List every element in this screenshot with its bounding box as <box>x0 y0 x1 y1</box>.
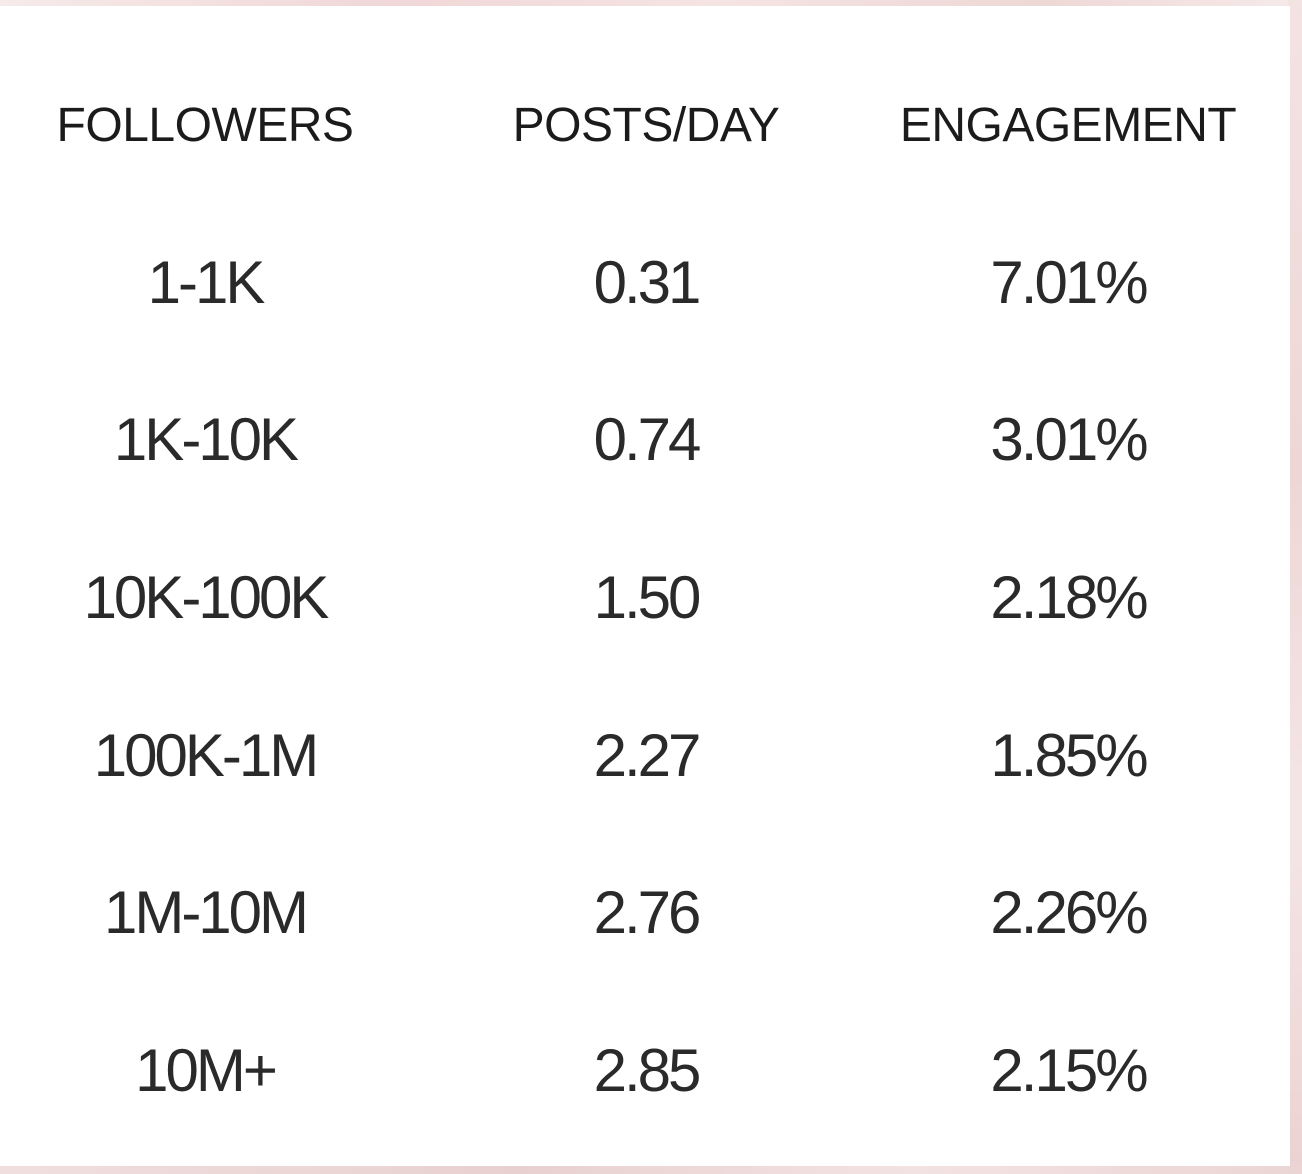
background-right-edge <box>1288 0 1302 1174</box>
cell-posts-per-day: 2.85 <box>593 1037 702 1104</box>
cell-engagement: 7.01% <box>990 249 1148 316</box>
cell-followers: 100K-1M <box>93 722 319 789</box>
cell-engagement: 1.85% <box>990 722 1148 789</box>
table-card: FOLLOWERS POSTS/DAY ENGAGEMENT 1-1K 0.31… <box>0 6 1290 1166</box>
cell-followers: 1M-10M <box>103 879 309 946</box>
cell-engagement: 2.18% <box>990 564 1148 631</box>
cell-posts-per-day: 2.27 <box>593 722 702 789</box>
cell-posts-per-day: 0.31 <box>593 249 702 316</box>
background-bottom-edge <box>0 1166 1302 1174</box>
cell-followers: 10M+ <box>135 1037 278 1104</box>
column-header-posts-per-day: POSTS/DAY <box>512 99 780 152</box>
cell-followers: 10K-100K <box>83 564 330 631</box>
cell-engagement: 3.01% <box>990 406 1148 473</box>
cell-posts-per-day: 2.76 <box>593 879 702 946</box>
cell-engagement: 2.15% <box>990 1037 1148 1104</box>
column-header-engagement: ENGAGEMENT <box>899 99 1237 152</box>
column-header-followers: FOLLOWERS <box>56 99 354 152</box>
cell-posts-per-day: 0.74 <box>593 406 702 473</box>
cell-followers: 1-1K <box>147 249 266 316</box>
cell-posts-per-day: 1.50 <box>593 564 702 631</box>
cell-followers: 1K-10K <box>113 406 299 473</box>
cell-engagement: 2.26% <box>990 879 1148 946</box>
background-top-edge <box>0 0 1302 8</box>
